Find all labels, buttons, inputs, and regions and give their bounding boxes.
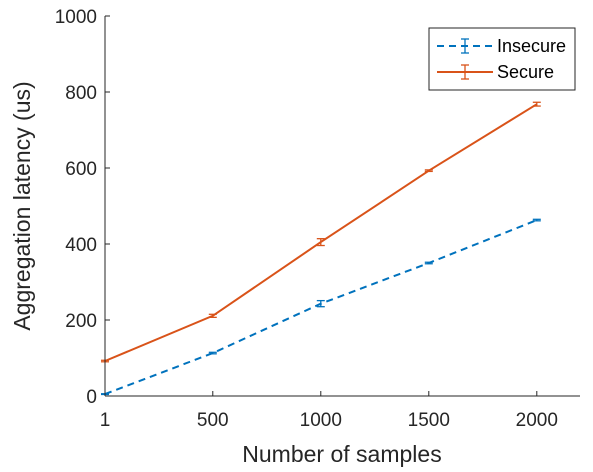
x-axis-ticks: 1 500 1000 1500 2000 bbox=[100, 391, 558, 431]
error-bar-secure bbox=[208, 313, 217, 318]
legend-item-secure: Secure bbox=[437, 62, 554, 82]
y-tick-label: 400 bbox=[65, 235, 97, 256]
y-tick-label: 0 bbox=[86, 387, 97, 408]
series-layer bbox=[101, 101, 541, 396]
y-tick-label: 1000 bbox=[55, 7, 97, 28]
y-tick-label: 800 bbox=[65, 83, 97, 104]
error-bar-insecure bbox=[424, 261, 433, 265]
error-bar-insecure bbox=[316, 299, 325, 308]
error-bar-secure bbox=[424, 169, 433, 173]
error-bar-insecure bbox=[532, 218, 541, 222]
legend-box bbox=[428, 27, 576, 91]
x-tick-label: 500 bbox=[197, 410, 229, 431]
x-tick-label: 2000 bbox=[516, 410, 558, 431]
legend-label-secure: Secure bbox=[497, 62, 554, 82]
y-axis-ticks: 0 200 400 600 800 1000 bbox=[55, 7, 110, 408]
legend-items: Insecure Secure bbox=[437, 36, 566, 82]
x-tick-label: 1 bbox=[100, 410, 111, 431]
y-tick-label: 600 bbox=[65, 159, 97, 180]
legend-item-insecure: Insecure bbox=[437, 36, 566, 56]
error-bar-insecure bbox=[208, 351, 217, 355]
error-bar-secure bbox=[316, 238, 325, 247]
legend-label-insecure: Insecure bbox=[497, 36, 566, 56]
x-tick-label: 1000 bbox=[300, 410, 342, 431]
error-bar-secure bbox=[532, 101, 541, 107]
y-axis-title: Aggregation latency (us) bbox=[9, 81, 35, 330]
x-tick-label: 1500 bbox=[408, 410, 450, 431]
legend: Insecure Secure bbox=[428, 27, 576, 91]
x-axis-title: Number of samples bbox=[242, 441, 441, 467]
y-tick-label: 200 bbox=[65, 311, 97, 332]
